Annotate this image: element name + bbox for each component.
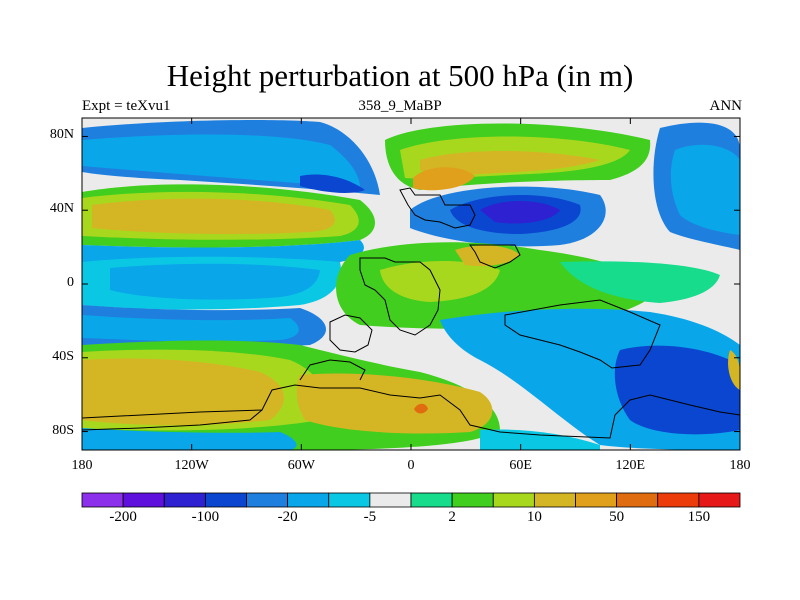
colorbar-label: 2 <box>448 509 456 525</box>
colorbar-swatch <box>410 492 453 508</box>
coastline-antarctica <box>82 384 740 439</box>
colorbar-swatch <box>657 492 700 508</box>
coastline-africa <box>359 257 441 336</box>
colorbar-label: -200 <box>109 509 137 525</box>
experiment-label: Expt = teXvu1 <box>82 98 171 114</box>
map-title: Height perturbation at 500 hPa (in m) <box>166 58 634 93</box>
colorbar-swatch <box>204 492 247 508</box>
contour-gold-north-atlantic <box>420 151 600 175</box>
contour-field <box>82 118 740 450</box>
x-tick-label: 120E <box>615 458 646 473</box>
y-tick-label: 80N <box>49 127 74 143</box>
x-tick-label: 60W <box>287 458 315 473</box>
colorbar-label: -5 <box>363 509 377 525</box>
contour-teal-tropics <box>560 261 720 303</box>
contour-gold-tropics <box>455 245 520 267</box>
x-tick-label: 180 <box>729 458 751 473</box>
colorbar-label: 10 <box>526 509 542 525</box>
contour-white-gap <box>350 340 410 357</box>
contour-gold-southern-band <box>82 358 284 426</box>
y-tick-label: 40S <box>52 348 74 364</box>
contour-lightblue-north-pacific <box>82 134 360 188</box>
coastline-asia-east <box>469 244 521 269</box>
colorbar-label: -100 <box>191 509 220 525</box>
y-tick-label: 80S <box>52 422 74 438</box>
colorbar-label: 50 <box>609 509 625 525</box>
coastline-eurasia <box>399 187 476 229</box>
contour-gold-south-atlantic <box>296 373 493 434</box>
colorbar-swatch <box>81 492 124 508</box>
contour-orange-south-atlantic-spot <box>414 403 428 414</box>
colorbar-swatch <box>369 492 412 508</box>
colorbar-label: -20 <box>277 509 298 525</box>
coastline-antarctica-west <box>82 409 263 431</box>
season-label: ANN <box>709 98 743 114</box>
x-tick-label: 180 <box>71 458 93 473</box>
coastline-southern-ocean-inner <box>299 359 366 381</box>
colorbar-swatch <box>287 492 330 508</box>
colorbar-swatch <box>328 492 371 508</box>
contour-lightblue-north-america <box>670 144 740 235</box>
coastline-australia <box>504 299 661 369</box>
axis-ticks <box>81 118 741 450</box>
colorbar-swatch <box>122 492 165 508</box>
coastlines <box>82 187 740 439</box>
colorbar-swatch <box>575 492 618 508</box>
period-label: 358_9_MaBP <box>358 98 442 114</box>
colorbar-swatch <box>492 492 535 508</box>
y-tick-label: 0 <box>67 275 74 290</box>
contour-olive-tropics <box>380 261 500 302</box>
colorbar-swatch <box>246 492 289 508</box>
contour-orange-north-atlantic <box>413 167 475 191</box>
x-tick-label: 0 <box>407 458 415 473</box>
colorbar-swatch <box>533 492 576 508</box>
x-tick-label: 120W <box>174 458 209 473</box>
colorbar-label: 150 <box>687 509 711 525</box>
colorbar-swatch <box>163 492 206 508</box>
colorbar-swatch <box>698 492 741 508</box>
contour-gold-south-indian-edge <box>728 350 740 390</box>
contour-indigo-siberia <box>480 201 560 224</box>
colorbar-swatch <box>451 492 494 508</box>
coastline-south-america <box>329 314 373 353</box>
contour-blue-equatorial-pacific <box>110 263 320 300</box>
contour-lightblue-se-shelf <box>480 429 600 450</box>
colorbar <box>81 492 741 508</box>
contour-lightblue-sw-corner <box>82 428 297 450</box>
contour-gold-midlat-band <box>92 198 335 235</box>
colorbar-swatch <box>616 492 659 508</box>
contour-darkblue-south-indian <box>614 345 740 435</box>
y-tick-label: 40N <box>49 201 74 217</box>
contour-darkblue-north-pacific <box>300 174 365 193</box>
x-tick-label: 60E <box>509 458 532 473</box>
contour-lightblue-south-pacific <box>82 315 299 342</box>
